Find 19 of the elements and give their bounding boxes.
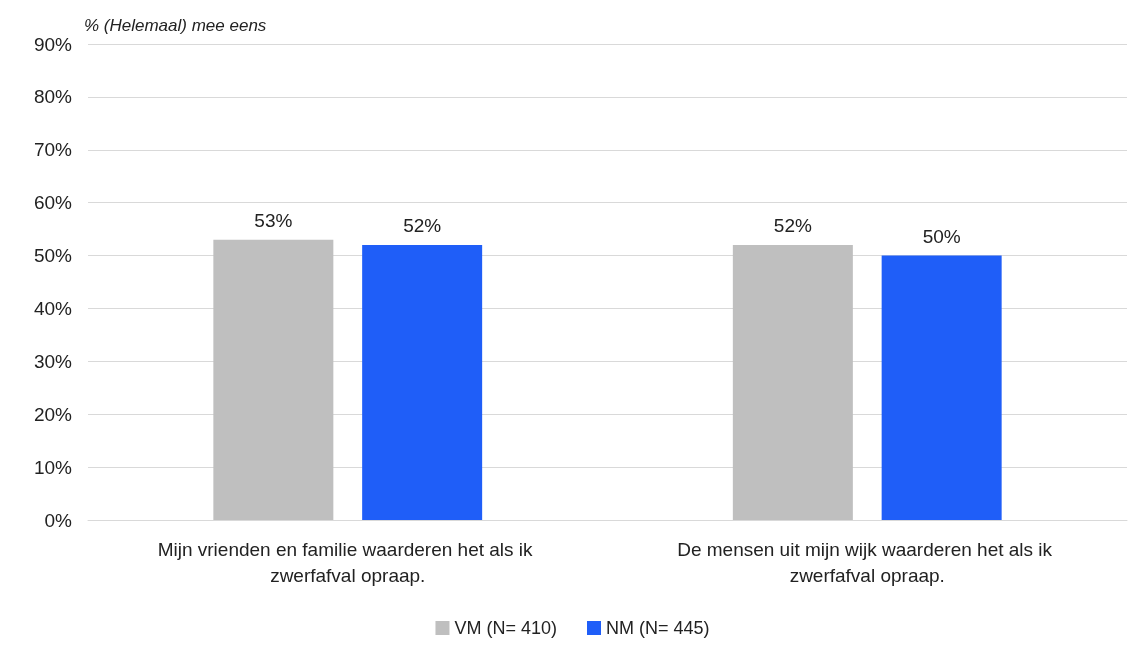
legend-label: VM (N= 410): [454, 618, 558, 638]
y-tick-label: 80%: [33, 86, 73, 108]
y-tick-label: 40%: [33, 297, 73, 319]
y-tick-label: 60%: [33, 192, 73, 214]
data-label: 50%: [922, 225, 961, 247]
y-tick-label: 30%: [33, 350, 73, 372]
y-axis-title: % (Helemaal) mee eens: [84, 16, 267, 35]
y-tick-label: 0%: [44, 509, 73, 531]
x-tick-label: De mensen uit mijn wijk waarderen het als ik zwerfafval opraap.: [677, 538, 1058, 586]
data-label: 52%: [773, 214, 812, 236]
y-tick-label: 90%: [33, 33, 73, 55]
y-tick-label: 20%: [33, 403, 73, 425]
y-tick-label: 50%: [33, 245, 73, 267]
data-label: 53%: [254, 209, 293, 231]
x-tick-label: Mijn vrienden en familie waarderen het als ik zwerfafval opraap.: [157, 538, 538, 586]
legend-label: NM (N= 445): [606, 618, 710, 638]
y-tick-label: 70%: [33, 139, 73, 161]
data-label: 52%: [403, 214, 442, 236]
y-tick-label: 10%: [33, 456, 73, 478]
